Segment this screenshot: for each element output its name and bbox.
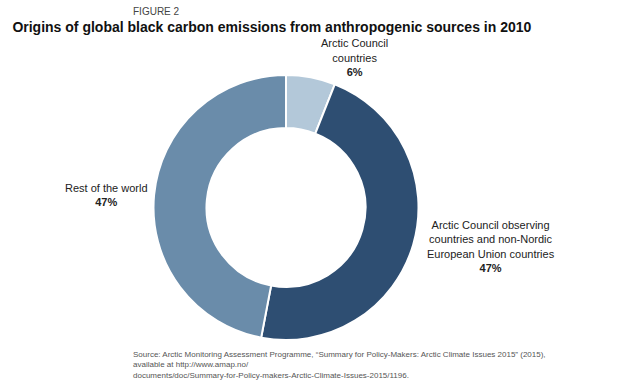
svg-text:Rest of the world47%: Rest of the world47% [65,182,148,208]
svg-text:Source: Arctic Monitoring Asse: Source: Arctic Monitoring Assessment Pro… [133,350,546,380]
svg-text:Arctic Councilcountries6%: Arctic Councilcountries6% [321,37,388,78]
svg-text:Origins of global black carbon: Origins of global black carbon emissions… [12,19,531,35]
svg-text:FIGURE 2: FIGURE 2 [133,6,180,17]
svg-text:Arctic Council observingcountr: Arctic Council observingcountries and no… [427,219,555,274]
